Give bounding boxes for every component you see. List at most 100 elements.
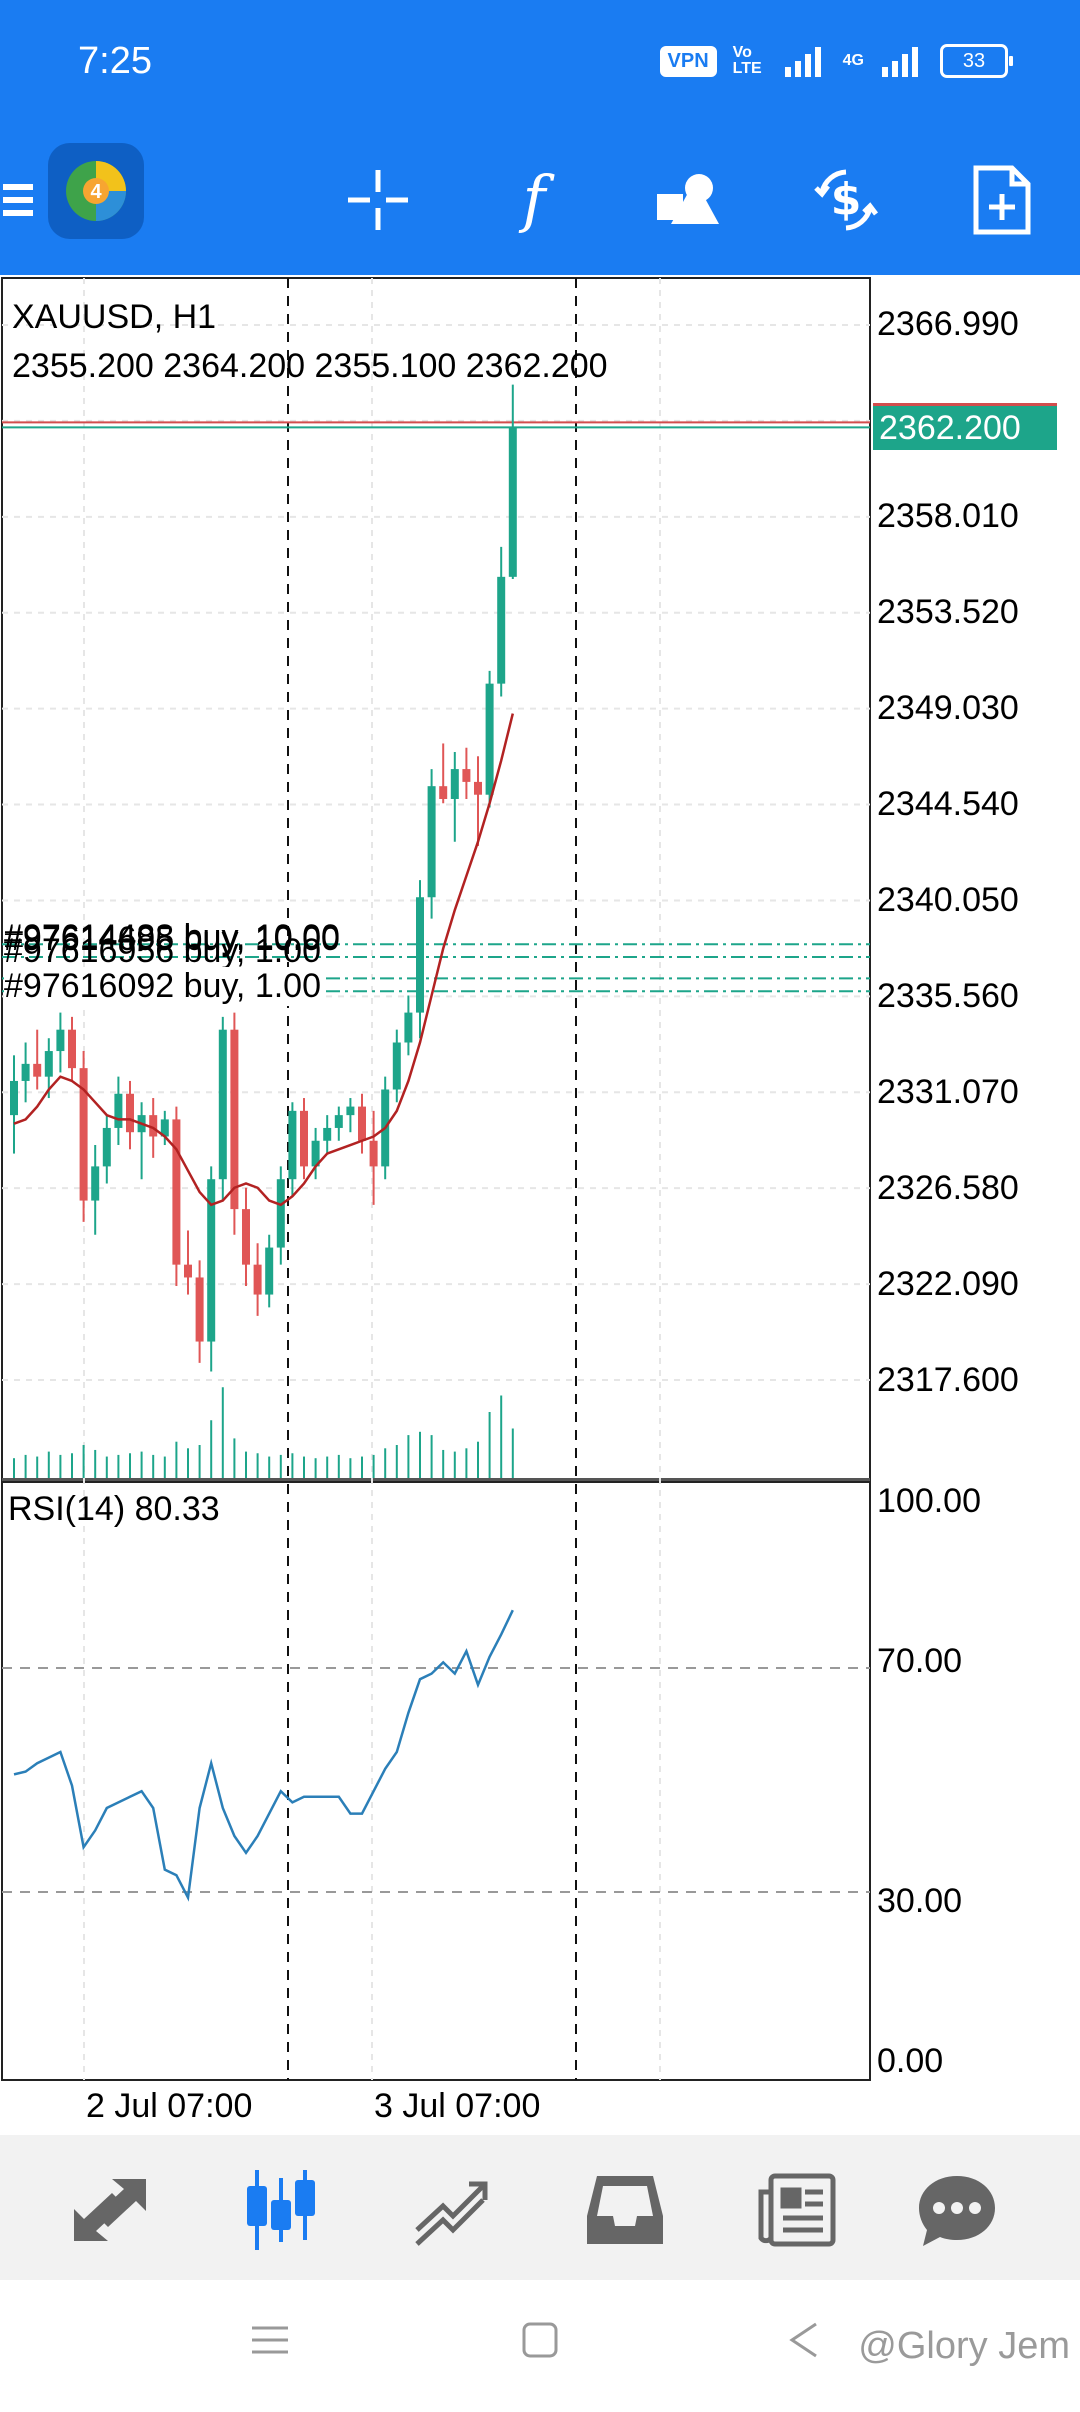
candle-body [462, 769, 471, 782]
candle-body [265, 1247, 274, 1295]
moving-average-line [13, 713, 515, 1207]
candle-body [404, 1012, 413, 1043]
price-tick: 2335.560 [877, 977, 1019, 1015]
svg-text:$: $ [831, 174, 862, 225]
candle-body [358, 1106, 366, 1141]
candle-body [126, 1093, 134, 1133]
candle-body [497, 576, 506, 684]
menu-icon[interactable] [0, 150, 40, 250]
candle-body [416, 897, 424, 1013]
candle-body [242, 1209, 250, 1265]
order-label[interactable]: #97614695 buy, 10.00 [4, 920, 340, 958]
back-icon[interactable] [784, 2320, 824, 2365]
candle-body [369, 1140, 378, 1167]
rsi-tick: 0.00 [877, 2042, 944, 2080]
candle-body [300, 1110, 308, 1167]
quotes-icon[interactable] [65, 2165, 155, 2255]
crosshair-icon[interactable] [328, 150, 428, 250]
watermark: @Glory Jem [858, 2325, 1070, 2367]
candle-body [230, 1029, 239, 1210]
candle-body [195, 1277, 204, 1342]
candle-body [79, 1068, 88, 1201]
candle-body [346, 1106, 355, 1116]
candle-body [44, 1051, 53, 1077]
signal-icon-2 [882, 47, 918, 77]
price-tick: 2344.540 [877, 785, 1019, 823]
app-logo[interactable]: 4 [48, 143, 144, 239]
rsi-tick: 30.00 [877, 1882, 963, 1920]
candle-body [160, 1119, 169, 1137]
signal-icon [784, 47, 821, 77]
objects-icon[interactable] [640, 150, 740, 250]
symbol-title: XAUUSD, H1 [12, 298, 217, 336]
svg-text:4: 4 [90, 181, 102, 203]
ohlc-values: 2355.200 2364.200 2355.100 2362.200 [12, 347, 608, 385]
rsi-label: RSI(14) 80.33 [8, 1490, 220, 1528]
candle-body [450, 769, 459, 799]
price-tick: 2366.990 [877, 305, 1019, 343]
candle-body [102, 1127, 111, 1167]
price-chart[interactable] [0, 275, 1080, 2135]
price-tick: 2331.070 [877, 1073, 1019, 1111]
new-order-icon[interactable] [952, 150, 1052, 250]
price-tick: 2353.520 [877, 593, 1019, 631]
network-type: 4G [842, 52, 864, 69]
order-label[interactable]: #97616956 buy, 1.00 [4, 932, 321, 970]
candle-body [439, 786, 448, 799]
price-tick: 2326.580 [877, 1169, 1019, 1207]
volte-icon: Vo LTE [732, 44, 762, 77]
trade-icon[interactable]: $ [796, 150, 896, 250]
vpn-icon: VPN [659, 45, 717, 77]
time-label: 2 Jul 07:00 [86, 2087, 253, 2125]
candle-body [207, 1179, 216, 1342]
system-nav-bar [0, 2280, 1080, 2412]
candle-body [253, 1264, 262, 1295]
trade-icon[interactable] [408, 2165, 498, 2255]
recent-apps-icon[interactable] [250, 2320, 290, 2365]
candle-body [33, 1063, 42, 1077]
svg-text:f: f [519, 165, 556, 235]
candle-body [392, 1042, 401, 1090]
price-pane-frame [1, 277, 871, 1481]
rsi-tick: 100.00 [877, 1482, 981, 1520]
status-bar: 7:25 VPN Vo LTE 4G 33 [0, 0, 1080, 125]
news-icon[interactable] [752, 2165, 842, 2255]
candle-body [68, 1029, 76, 1069]
candle-body [21, 1063, 30, 1081]
home-icon[interactable] [520, 2320, 560, 2365]
candle-body [427, 786, 436, 898]
candle-body [474, 781, 482, 795]
chart-toolbar: 4 f $ [0, 125, 1080, 275]
time-label: 3 Jul 07:00 [374, 2087, 541, 2125]
candle-body [114, 1093, 123, 1128]
status-time: 7:25 [78, 40, 152, 82]
rsi-pane-frame [1, 1481, 871, 2081]
candle-body [334, 1115, 343, 1128]
candle-body [10, 1080, 18, 1116]
price-tick: 2358.010 [877, 497, 1019, 535]
indicators-icon[interactable]: f [484, 150, 584, 250]
candle-body [311, 1140, 320, 1167]
battery-icon: 33 [940, 44, 1013, 78]
candle-body [56, 1029, 65, 1052]
candle-body [508, 427, 517, 577]
messages-icon[interactable] [912, 2165, 1002, 2255]
candle-body [485, 683, 494, 795]
chart-icon[interactable] [236, 2165, 326, 2255]
candle-body [91, 1166, 100, 1201]
price-tick: 2317.600 [877, 1361, 1019, 1399]
candle-body [184, 1264, 192, 1278]
price-tick: 2349.030 [877, 689, 1019, 727]
candle-body [172, 1119, 181, 1265]
candle-body [149, 1115, 158, 1137]
candle-body [288, 1110, 297, 1180]
order-label[interactable]: #97614488 buy, 10.00 [4, 918, 340, 956]
candle-body [218, 1029, 227, 1180]
price-tick: 2322.090 [877, 1265, 1019, 1303]
order-label[interactable]: #97616092 buy, 1.00 [4, 967, 321, 1006]
status-icons: VPN Vo LTE 4G 33 [659, 44, 1013, 78]
history-icon[interactable] [580, 2165, 670, 2255]
current-price-badge: 2362.200 [873, 403, 1057, 450]
candle-body [276, 1179, 285, 1248]
candle-body [323, 1127, 332, 1141]
